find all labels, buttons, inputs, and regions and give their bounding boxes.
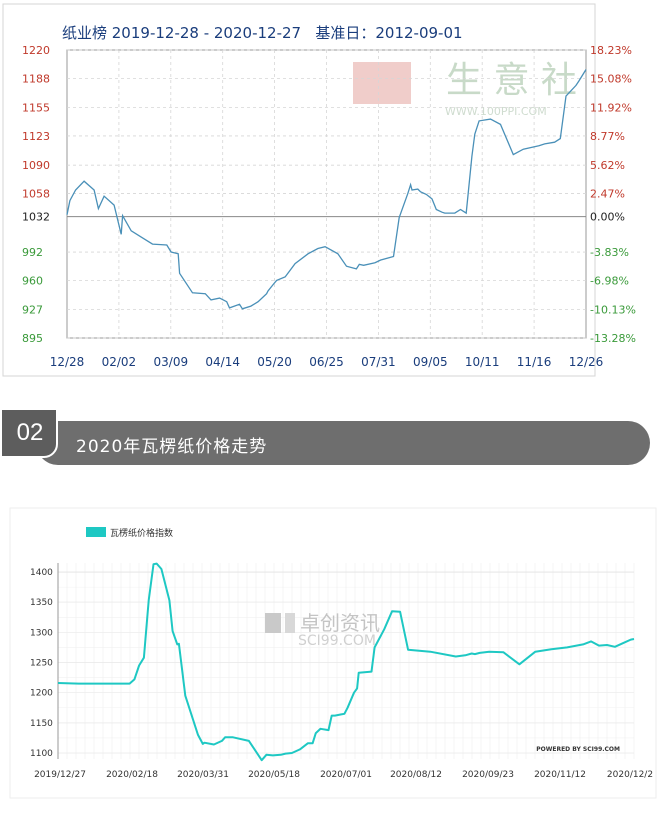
- chart2-x-tick-label: 2020/03/31: [177, 770, 229, 780]
- chart2-y-tick-label: 1400: [30, 568, 53, 578]
- chart1-x-tick-label: 12/28: [50, 355, 85, 369]
- chart1-y-tick-label: 1090: [22, 159, 50, 172]
- section-title: 2020年瓦楞纸价格走势: [76, 437, 268, 457]
- legend-swatch: [86, 527, 106, 537]
- section-banner: 02 2020年瓦楞纸价格走势: [0, 408, 668, 468]
- chart1-y2-tick-label: -13.28%: [590, 332, 636, 345]
- chart1-y2-tick-label: -3.83%: [590, 246, 629, 259]
- sci99-logo: [265, 613, 281, 633]
- chart1-x-tick-label: 05/20: [257, 355, 292, 369]
- chart2-x-tick-label: 2020/11/12: [534, 770, 586, 780]
- chart1-x-tick-label: 12/26: [569, 355, 604, 369]
- chart1-y2-tick-label: 18.23%: [590, 44, 632, 57]
- chart1-y2-tick-label: 8.77%: [590, 130, 625, 143]
- chart2-x-tick-label: 2019/12/27: [34, 770, 86, 780]
- chart2-y-tick-label: 1150: [30, 719, 53, 729]
- sci99-logo-dots: [285, 613, 295, 633]
- chart2-watermark-sub: SCI99.COM: [298, 633, 376, 649]
- chart2-x-tick-label: 2020/02/18: [106, 770, 158, 780]
- chart1-y-tick-label: 1188: [22, 72, 50, 85]
- chart2-y-tick-label: 1350: [30, 598, 53, 608]
- legend-label: 瓦楞纸价格指数: [110, 527, 173, 539]
- chart1-y-tick-label: 992: [22, 246, 43, 259]
- chart1-y2-tick-label: 5.62%: [590, 159, 625, 172]
- chart1-watermark: 生 意 社 WWW.100PPI.COM: [353, 60, 577, 118]
- paper-index-chart: 纸业榜 2019-12-28 - 2020-12-27 基准日：2012-09-…: [2, 3, 636, 377]
- section-number: 02: [16, 419, 44, 446]
- chart1-y2-tick-label: -10.13%: [590, 304, 636, 317]
- chart2-y-tick-label: 1200: [30, 689, 53, 699]
- banner-bar: [36, 421, 650, 465]
- chart2-x-tick-label: 2020/09/23: [462, 770, 514, 780]
- chart1-y2-tick-label: 15.08%: [590, 72, 632, 85]
- chart1-y-tick-label: 1123: [22, 130, 50, 143]
- chart2-x-tick-label: 2020/05/18: [248, 770, 300, 780]
- powered-by: POWERED BY SCI99.COM: [536, 746, 620, 753]
- chart1-x-tick-label: 10/11: [465, 355, 500, 369]
- chart1-y-tick-label: 1032: [22, 211, 50, 224]
- chart1-y2-tick-label: 2.47%: [590, 188, 625, 201]
- chart1-y-tick-label: 927: [22, 304, 43, 317]
- chart1-x-tick-label: 03/09: [154, 355, 189, 369]
- chart1-x-tick-label: 04/14: [205, 355, 240, 369]
- chart2-x-tick-label: 2020/12/2: [607, 770, 653, 780]
- chart1-series-line: [66, 69, 587, 310]
- corrugated-paper-chart: 瓦楞纸价格指数 卓创资讯 SCI99.COM 1400 1350 1300 1250 1…: [9, 507, 657, 799]
- chart1-x-tick-label: 06/25: [309, 355, 344, 369]
- chart1-y-tick-label: 1220: [22, 44, 50, 57]
- chart1-x-tick-label: 11/16: [517, 355, 552, 369]
- chart2-y-tick-label: 1250: [30, 659, 53, 669]
- chart2-y-tick-label: 1100: [30, 749, 53, 759]
- chart2-series-line: [57, 562, 635, 762]
- chart1-x-tick-label: 09/05: [413, 355, 448, 369]
- chart1-y-tick-label: 960: [22, 274, 43, 287]
- chart1-y-tick-label: 895: [22, 332, 43, 345]
- chart1-y-tick-label: 1155: [22, 102, 50, 115]
- chart1-watermark-text: 生 意 社: [446, 60, 577, 101]
- chart1-y-tick-label: 1058: [22, 188, 50, 201]
- chart1-y2-tick-label: -6.98%: [590, 274, 629, 287]
- chart1-y2-tick-label: 11.92%: [590, 102, 632, 115]
- chart2-x-tick-label: 2020/07/01: [320, 770, 372, 780]
- chart2-watermark-text: 卓创资讯: [300, 611, 380, 635]
- chart1-title: 纸业榜 2019-12-28 - 2020-12-27 基准日：2012-09-…: [62, 24, 463, 42]
- section-number-box: 02: [0, 408, 58, 458]
- chart1-y2-tick-label: 0.00%: [590, 211, 625, 224]
- chart2-x-tick-label: 2020/08/12: [390, 770, 442, 780]
- 100ppi-logo: [353, 62, 411, 104]
- chart1-x-tick-label: 07/31: [361, 355, 396, 369]
- chart1-watermark-url: WWW.100PPI.COM: [445, 105, 547, 118]
- chart2-y-tick-label: 1300: [30, 628, 53, 638]
- chart1-x-tick-label: 02/02: [102, 355, 137, 369]
- chart2-watermark: 卓创资讯 SCI99.COM: [265, 611, 380, 649]
